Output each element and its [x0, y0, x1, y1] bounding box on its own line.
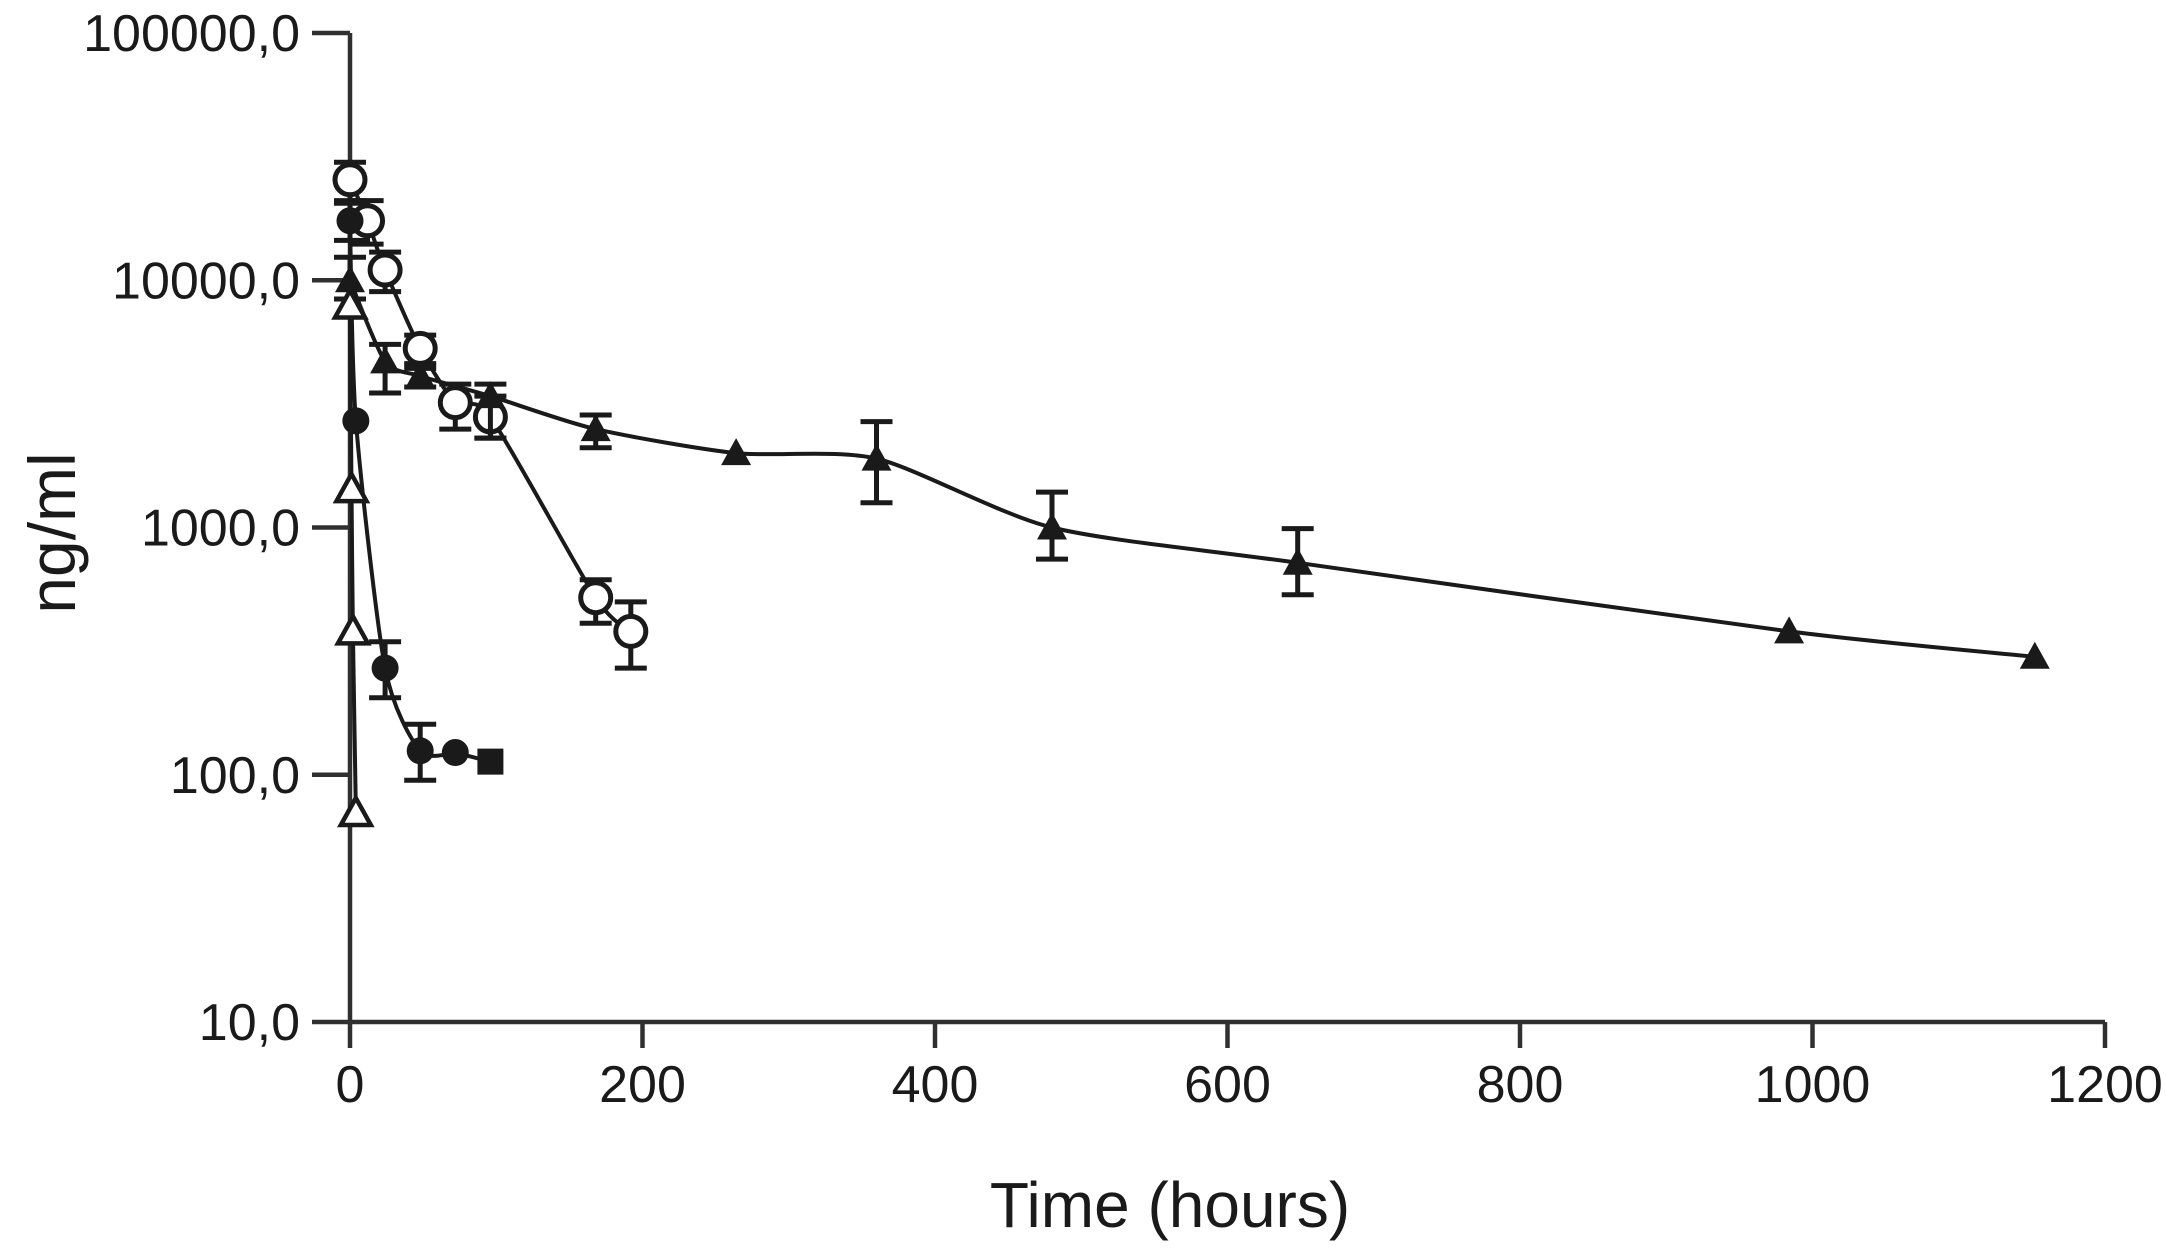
marker-open-circle [437, 385, 473, 421]
marker-filled-triangle [580, 414, 611, 442]
marker-open-circle [578, 580, 614, 616]
series-filled-circle [334, 200, 469, 783]
marker-open-circle [613, 613, 649, 649]
axes [312, 30, 2108, 1048]
marker-filled-square [477, 748, 504, 775]
tick-labels: 100000,0 10000,0 1000,0 100,0 10,0 0 200 400 600… [83, 5, 2163, 1114]
marker-open-triangle [331, 285, 369, 320]
marker-filled-triangle [1282, 547, 1313, 575]
y-tick-label: 1000,0 [141, 500, 300, 558]
marker-open-triangle [337, 793, 375, 828]
marker-open-circle [332, 162, 368, 198]
y-tick-label: 100000,0 [83, 5, 300, 63]
y-tick-label: 10,0 [199, 994, 300, 1052]
y-tick-label: 100,0 [170, 747, 300, 805]
series-open-circle [332, 159, 649, 671]
x-tick-label: 800 [1477, 1056, 1564, 1114]
x-tick-label: 1000 [1755, 1056, 1871, 1114]
x-tick-label: 600 [1184, 1056, 1271, 1114]
marker-filled-circle [406, 737, 434, 765]
marker-open-triangle [332, 469, 371, 504]
marker-open-circle [402, 330, 438, 366]
series-filled-triangle [334, 254, 2050, 669]
marker-open-circle [367, 252, 403, 288]
marker-filled-circle [342, 407, 370, 435]
marker-filled-triangle [335, 265, 365, 293]
marker-filled-triangle [475, 381, 506, 409]
marker-filled-triangle [861, 443, 892, 471]
x-tick-label: 0 [336, 1056, 365, 1114]
marker-filled-triangle [2019, 641, 2050, 669]
marker-filled-circle [371, 654, 399, 682]
marker-filled-triangle [405, 360, 436, 388]
series-open-triangle [331, 285, 375, 828]
series-open-triangle-line [348, 305, 358, 814]
x-tick-label: 400 [892, 1056, 979, 1114]
x-axis-title: Time (hours) [989, 1169, 1351, 1241]
y-tick-label: 10000,0 [112, 252, 300, 310]
marker-filled-triangle [1037, 512, 1067, 540]
y-axis-title: ng/ml [15, 452, 89, 614]
marker-filled-triangle [721, 438, 752, 466]
marker-filled-triangle [370, 346, 401, 374]
marker-open-triangle [334, 611, 372, 646]
marker-filled-circle [336, 207, 364, 235]
marker-filled-triangle [1774, 616, 1805, 644]
x-tick-label: 200 [599, 1056, 686, 1114]
series-filled-square [454, 748, 504, 775]
x-tick-label: 1200 [2047, 1056, 2163, 1114]
